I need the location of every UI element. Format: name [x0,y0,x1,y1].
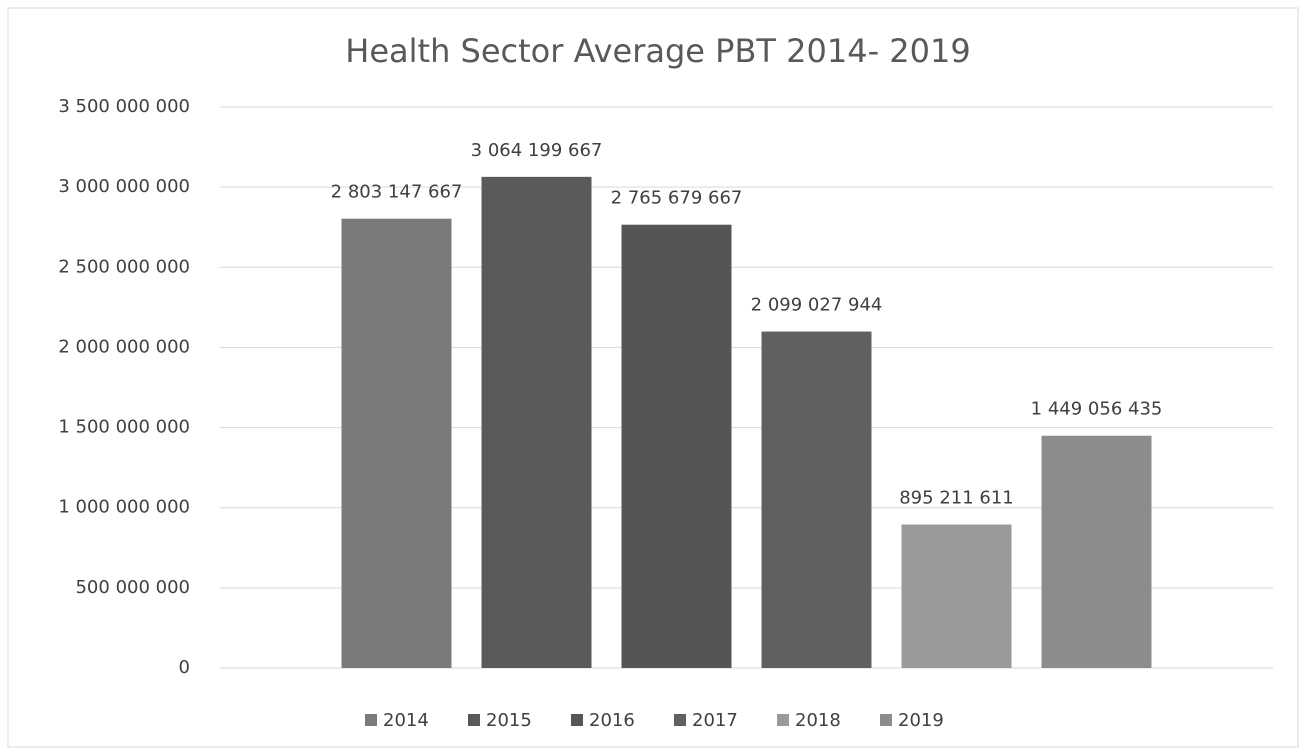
data-label: 3 064 199 667 [471,140,603,161]
bar [1041,435,1152,668]
legend-label: 2014 [383,710,429,731]
data-label: 1 449 056 435 [1031,399,1163,420]
chart-title: Health Sector Average PBT 2014- 2019 [345,32,970,70]
legend-swatch [468,714,480,726]
legend-swatch [365,714,377,726]
bar [901,524,1012,668]
legend-label: 2018 [795,710,841,731]
y-tick-label: 0 [179,657,190,678]
legend-label: 2019 [898,710,944,731]
bar [621,224,732,669]
bar [481,176,592,668]
legend-swatch [777,714,789,726]
bar [341,218,452,668]
legend-swatch [571,714,583,726]
legend-swatch [880,714,892,726]
y-tick-label: 2 000 000 000 [58,336,190,357]
data-label: 2 803 147 667 [331,182,463,203]
data-label: 2 765 679 667 [611,188,743,209]
y-tick-label: 1 000 000 000 [58,497,190,518]
data-label: 895 211 611 [899,488,1014,509]
y-tick-label: 3 500 000 000 [58,96,190,117]
y-tick-label: 500 000 000 [75,577,190,598]
legend-label: 2015 [486,710,532,731]
bar [761,331,872,668]
y-tick-label: 3 000 000 000 [58,176,190,197]
y-tick-label: 1 500 000 000 [58,417,190,438]
legend-swatch [674,714,686,726]
legend-label: 2016 [589,710,635,731]
legend-label: 2017 [692,710,738,731]
data-label: 2 099 027 944 [751,295,883,316]
y-tick-label: 2 500 000 000 [58,256,190,277]
